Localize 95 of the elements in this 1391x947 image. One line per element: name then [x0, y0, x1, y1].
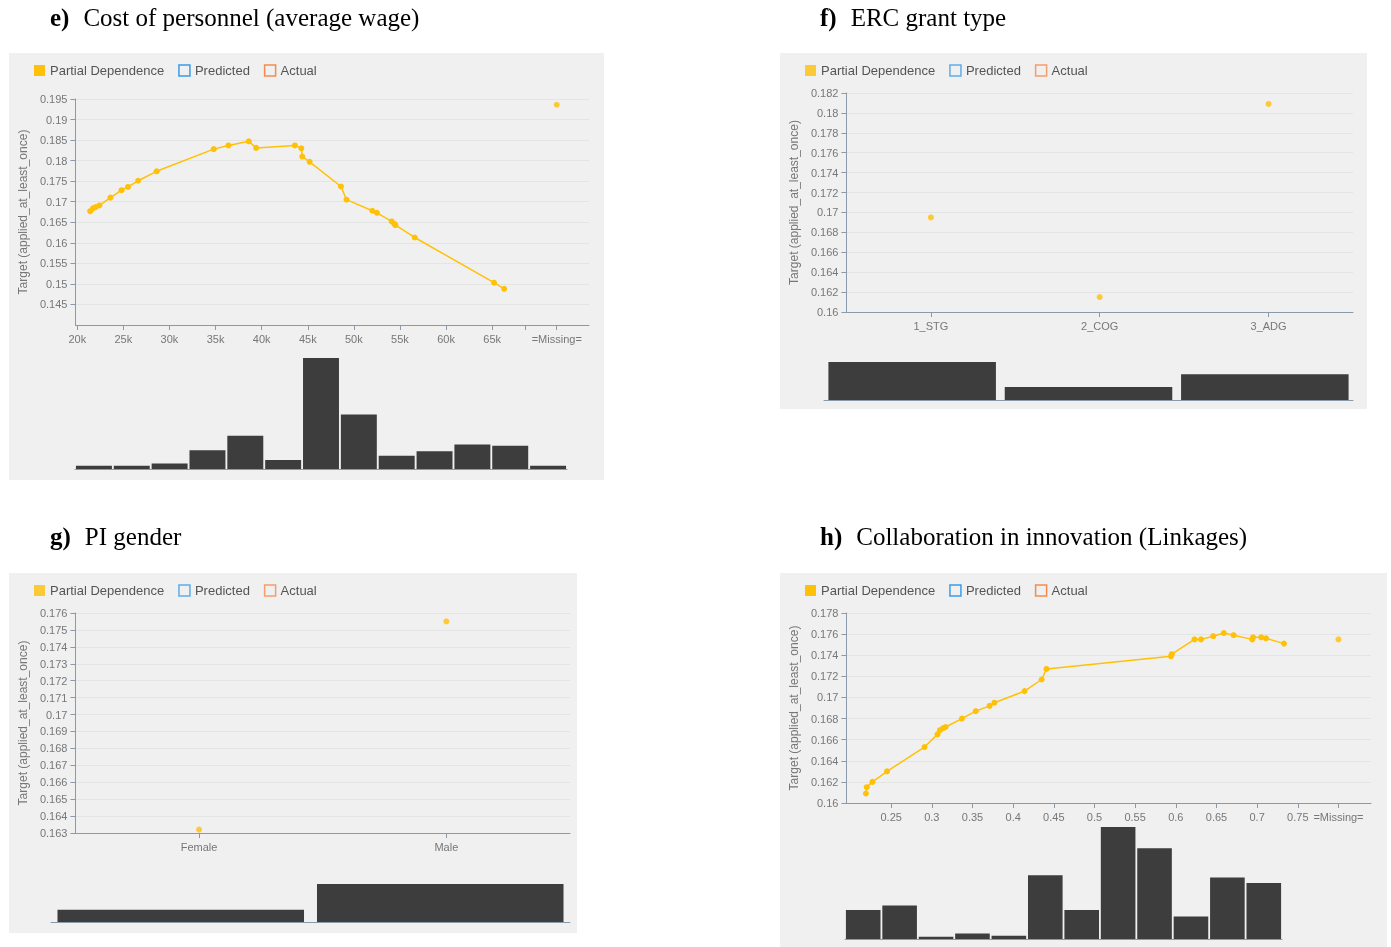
y-tick-label: 0.178	[810, 126, 839, 139]
x-tick-label: 0.75	[1287, 810, 1309, 823]
x-tick-label: 0.7	[1249, 810, 1265, 823]
y-tick-label: 0.172	[810, 670, 839, 683]
y-tick-label: 0.145	[39, 298, 68, 311]
x-tick-label: 0.25	[880, 810, 902, 823]
y-tick-label: 0.165	[39, 216, 68, 229]
legend-label: Partial Dependence	[50, 583, 165, 598]
y-tick-label: 0.175	[39, 175, 68, 188]
y-tick-label: 0.16	[817, 797, 839, 809]
y-tick-label: 0.172	[39, 674, 68, 687]
y-tick-label: 0.165	[39, 793, 68, 806]
y-tick-label: 0.168	[810, 226, 839, 239]
legend-label: Predicted	[194, 583, 250, 598]
x-tick-label: 0.35	[961, 810, 984, 823]
y-tick-label: 0.17	[817, 691, 839, 704]
legend-label: Predicted	[965, 583, 1021, 598]
x-tick-label: 3_ADG	[1250, 319, 1287, 332]
y-tick-label: 0.18	[817, 106, 839, 119]
y-tick-label: 0.162	[810, 775, 839, 788]
legend-label: Predicted	[965, 63, 1021, 78]
chart-title: g) PI gender	[50, 523, 182, 551]
y-tick-label: 0.15	[46, 277, 68, 290]
y-tick-label: 0.164	[810, 266, 839, 279]
x-tick-label: 2_COG	[1081, 319, 1119, 332]
y-tick-label: 0.168	[39, 742, 68, 755]
x-tick-label: 0.6	[1168, 810, 1184, 823]
y-tick-label: 0.176	[39, 607, 68, 619]
y-tick-label: 0.169	[39, 725, 68, 738]
legend-label: Actual	[1051, 583, 1088, 598]
y-tick-label: 0.17	[46, 195, 68, 208]
y-axis-title: Target (applied_at_least_once)	[787, 625, 801, 791]
x-tick-label: Male	[434, 840, 459, 853]
y-tick-label: 0.176	[810, 146, 839, 159]
legend-label: Actual	[280, 583, 317, 598]
y-tick-label: 0.164	[39, 810, 68, 823]
y-tick-label: 0.176	[810, 628, 839, 641]
x-tick-label: 40k	[252, 332, 272, 345]
x-tick-label: Female	[180, 840, 218, 853]
y-tick-label: 0.173	[39, 657, 68, 670]
y-tick-label: 0.16	[46, 236, 68, 249]
x-tick-label: 0.55	[1124, 810, 1146, 823]
x-tick-label: 1_STG	[913, 319, 949, 332]
legend-label: Partial Dependence	[50, 63, 165, 78]
y-tick-label: 0.171	[39, 691, 68, 704]
y-tick-label: 0.174	[810, 649, 839, 662]
y-tick-label: 0.166	[39, 776, 68, 789]
chart-title: f) ERC grant type	[820, 4, 1007, 32]
legend-label: Predicted	[194, 63, 250, 78]
y-tick-label: 0.174	[39, 640, 68, 653]
y-tick-label: 0.172	[810, 186, 839, 199]
y-tick-label: 0.19	[46, 113, 68, 126]
y-tick-label: 0.162	[810, 286, 839, 299]
y-tick-label: 0.18	[46, 154, 68, 167]
y-tick-label: 0.167	[39, 759, 68, 772]
x-tick-label: 0.5	[1086, 810, 1103, 823]
x-tick-label: 60k	[437, 332, 456, 345]
y-tick-label: 0.166	[810, 733, 839, 746]
x-tick-label: 35k	[206, 332, 225, 345]
chart-title: h) Collaboration in innovation (Linkages)	[820, 523, 1248, 551]
y-tick-label: 0.17	[817, 206, 839, 219]
x-tick-label: 0.3	[924, 810, 940, 823]
x-tick-label: 20k	[68, 332, 87, 345]
y-tick-label: 0.16	[817, 306, 839, 318]
legend-label: Actual	[280, 63, 317, 78]
x-tick-label: 0.4	[1005, 810, 1021, 823]
x-tick-label: 0.65	[1205, 810, 1228, 823]
y-tick-label: 0.174	[810, 166, 839, 179]
y-axis-title: Target (applied_at_least_once)	[16, 640, 30, 806]
y-tick-label: 0.182	[810, 87, 839, 99]
y-tick-label: 0.185	[39, 134, 68, 147]
legend-label: Partial Dependence	[821, 583, 936, 598]
y-tick-label: 0.164	[810, 754, 839, 767]
legend-label: Partial Dependence	[821, 63, 936, 78]
x-tick-label: 0.45	[1043, 810, 1065, 823]
y-axis-title: Target (applied_at_least_once)	[787, 120, 801, 285]
y-tick-label: 0.155	[39, 257, 68, 270]
x-tick-label: 45k	[298, 332, 318, 345]
y-tick-label: 0.17	[46, 708, 68, 721]
x-tick-label: =Missing=	[531, 332, 582, 345]
x-tick-label: =Missing=	[1313, 810, 1364, 823]
chart-title: e) Cost of personnel (average wage)	[50, 4, 420, 32]
y-tick-label: 0.195	[39, 93, 68, 105]
x-tick-label: 30k	[160, 332, 179, 345]
x-tick-label: 55k	[391, 332, 410, 345]
y-axis-title: Target (applied_at_least_once)	[16, 129, 30, 295]
x-tick-label: 25k	[114, 332, 133, 345]
x-tick-label: 50k	[345, 332, 364, 345]
y-tick-label: 0.168	[810, 712, 839, 725]
y-tick-label: 0.163	[39, 827, 68, 839]
legend-label: Actual	[1051, 63, 1088, 78]
y-tick-label: 0.175	[39, 623, 68, 636]
y-tick-label: 0.178	[810, 607, 839, 619]
y-tick-label: 0.166	[810, 246, 839, 259]
x-tick-label: 65k	[483, 332, 502, 345]
